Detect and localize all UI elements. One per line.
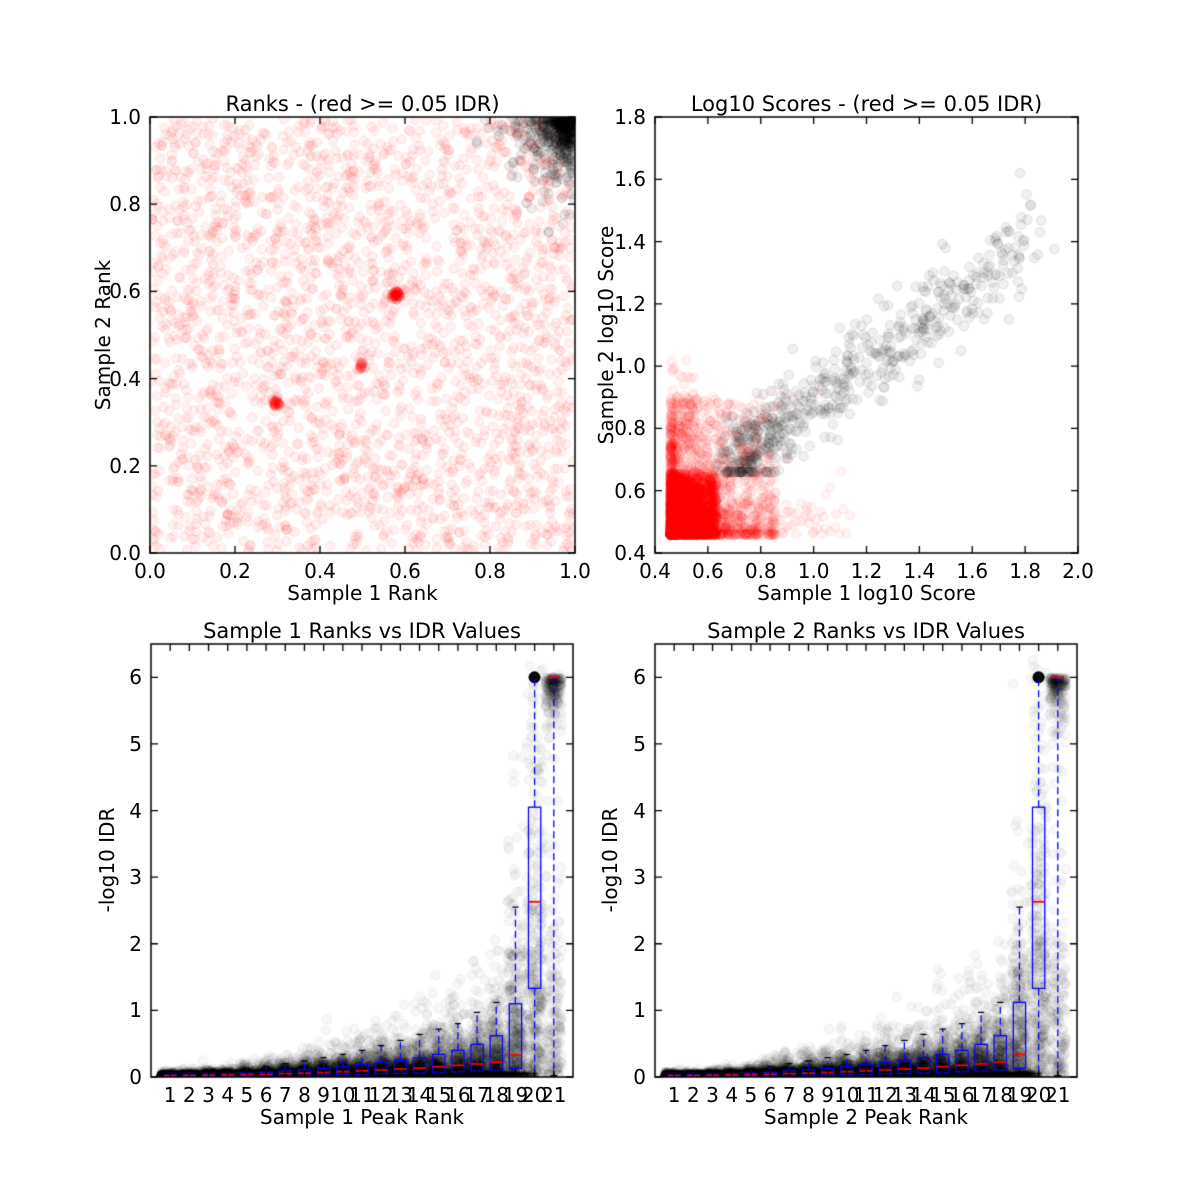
sample2-box-xlabel: Sample 2 Peak Rank: [763, 1105, 969, 1129]
x-tick-label: 8: [802, 1083, 815, 1107]
ranks-xlabel: Sample 1 Rank: [287, 581, 438, 605]
x-tick-label: 0.6: [691, 559, 724, 583]
y-tick-label: 4: [129, 798, 142, 823]
x-tick-label: 7: [278, 1083, 292, 1107]
x-tick-label: 17: [464, 1083, 490, 1107]
y-tick-label: 0.0: [109, 541, 141, 565]
y-tick-label: 0.8: [109, 192, 141, 217]
y-tick-label: 5: [129, 731, 142, 756]
x-tick-label: 13: [891, 1083, 918, 1107]
x-tick-label: 21: [541, 1083, 567, 1107]
x-tick-label: 16: [445, 1083, 471, 1107]
y-tick-label: 4: [633, 798, 646, 823]
y-tick-label: 5: [633, 731, 646, 756]
sample1-box-ylabel: -log10 IDR: [95, 807, 119, 913]
x-tick-label: 6: [259, 1083, 273, 1107]
x-tick-label: 17: [968, 1083, 994, 1107]
y-tick-label: 2: [129, 931, 142, 956]
x-tick-label: 2: [182, 1083, 196, 1107]
x-tick-label: 0.8: [744, 559, 777, 583]
x-tick-label: 1: [667, 1083, 681, 1107]
x-tick-label: 8: [298, 1083, 311, 1107]
y-tick-label: 1.2: [614, 291, 646, 316]
x-tick-label: 2.0: [1062, 559, 1094, 583]
x-tick-label: 0.6: [389, 559, 421, 583]
x-tick-label: 6: [763, 1083, 777, 1107]
y-tick-label: 2: [633, 931, 646, 956]
x-tick-label: 5: [240, 1083, 254, 1107]
x-tick-label: 0.4: [639, 559, 671, 583]
x-tick-label: 1: [163, 1083, 177, 1107]
x-tick-label: 14: [406, 1083, 433, 1107]
x-tick-label: 1.0: [559, 559, 591, 583]
x-tick-label: 20: [1025, 1083, 1052, 1107]
x-tick-label: 18: [987, 1083, 1013, 1107]
y-tick-label: 0.4: [109, 366, 141, 391]
x-tick-label: 0.2: [219, 559, 251, 583]
x-tick-label: 1.8: [1009, 559, 1042, 583]
y-tick-label: 0.2: [109, 453, 141, 478]
x-tick-label: 2: [686, 1083, 700, 1107]
y-tick-label: 0.8: [614, 416, 646, 441]
x-tick-label: 21: [1045, 1083, 1071, 1107]
x-tick-label: 1.6: [956, 559, 989, 583]
sample1-box-title: Sample 1 Ranks vs IDR Values: [203, 619, 521, 643]
scores-scatter-title: Log10 Scores - (red >= 0.05 IDR): [690, 92, 1043, 116]
x-tick-label: 15: [425, 1083, 452, 1107]
y-tick-label: 3: [129, 865, 142, 890]
y-tick-label: 1: [633, 998, 646, 1023]
x-tick-label: 18: [483, 1083, 509, 1107]
x-tick-label: 20: [521, 1083, 548, 1107]
x-tick-label: 11: [349, 1083, 375, 1107]
x-tick-label: 11: [853, 1083, 879, 1107]
x-tick-label: 4: [725, 1083, 739, 1107]
x-tick-label: 0.4: [304, 559, 336, 583]
x-tick-label: 0.8: [474, 559, 506, 583]
x-tick-label: 12: [872, 1083, 898, 1107]
y-tick-label: 1.0: [109, 105, 141, 129]
y-tick-label: 1.0: [614, 354, 646, 379]
y-tick-label: 1.6: [614, 167, 646, 192]
x-tick-label: 16: [949, 1083, 975, 1107]
y-tick-label: 1.4: [614, 229, 646, 254]
x-tick-label: 19: [1006, 1083, 1033, 1107]
y-tick-label: 1.8: [614, 105, 646, 129]
y-tick-label: 0.6: [109, 279, 141, 304]
x-tick-label: 10: [330, 1083, 356, 1107]
scores-ylabel: Sample 2 log10 Score: [594, 225, 618, 445]
y-tick-label: 3: [633, 865, 646, 890]
y-tick-label: 0.6: [614, 478, 646, 503]
sample2-box-title: Sample 2 Ranks vs IDR Values: [707, 619, 1025, 643]
y-tick-label: 6: [633, 665, 646, 690]
x-tick-label: 19: [502, 1083, 529, 1107]
x-tick-label: 12: [368, 1083, 394, 1107]
x-tick-label: 10: [834, 1083, 860, 1107]
x-tick-label: 7: [782, 1083, 796, 1107]
scores-xlabel: Sample 1 log10 Score: [757, 581, 976, 605]
y-tick-label: 0.4: [614, 541, 646, 565]
x-tick-label: 5: [744, 1083, 758, 1107]
x-tick-label: 15: [929, 1083, 956, 1107]
x-tick-label: 4: [221, 1083, 235, 1107]
x-tick-label: 14: [910, 1083, 937, 1107]
sample2-box-ylabel: -log10 IDR: [598, 807, 622, 913]
y-tick-label: 0: [129, 1065, 142, 1089]
x-tick-label: 1.2: [850, 559, 883, 583]
y-tick-label: 1: [129, 998, 142, 1023]
x-tick-label: 1.0: [797, 559, 830, 583]
ranks-scatter-title: Ranks - (red >= 0.05 IDR): [225, 92, 500, 116]
y-tick-label: 0: [633, 1065, 646, 1089]
x-tick-label: 9: [317, 1083, 330, 1107]
x-tick-label: 9: [821, 1083, 834, 1107]
y-tick-label: 6: [129, 665, 142, 690]
x-tick-label: 3: [202, 1083, 215, 1107]
sample1-box-xlabel: Sample 1 Peak Rank: [259, 1105, 465, 1129]
x-tick-label: 0.0: [134, 559, 166, 583]
x-tick-label: 13: [387, 1083, 414, 1107]
x-tick-label: 3: [706, 1083, 719, 1107]
x-tick-label: 1.4: [903, 559, 936, 583]
